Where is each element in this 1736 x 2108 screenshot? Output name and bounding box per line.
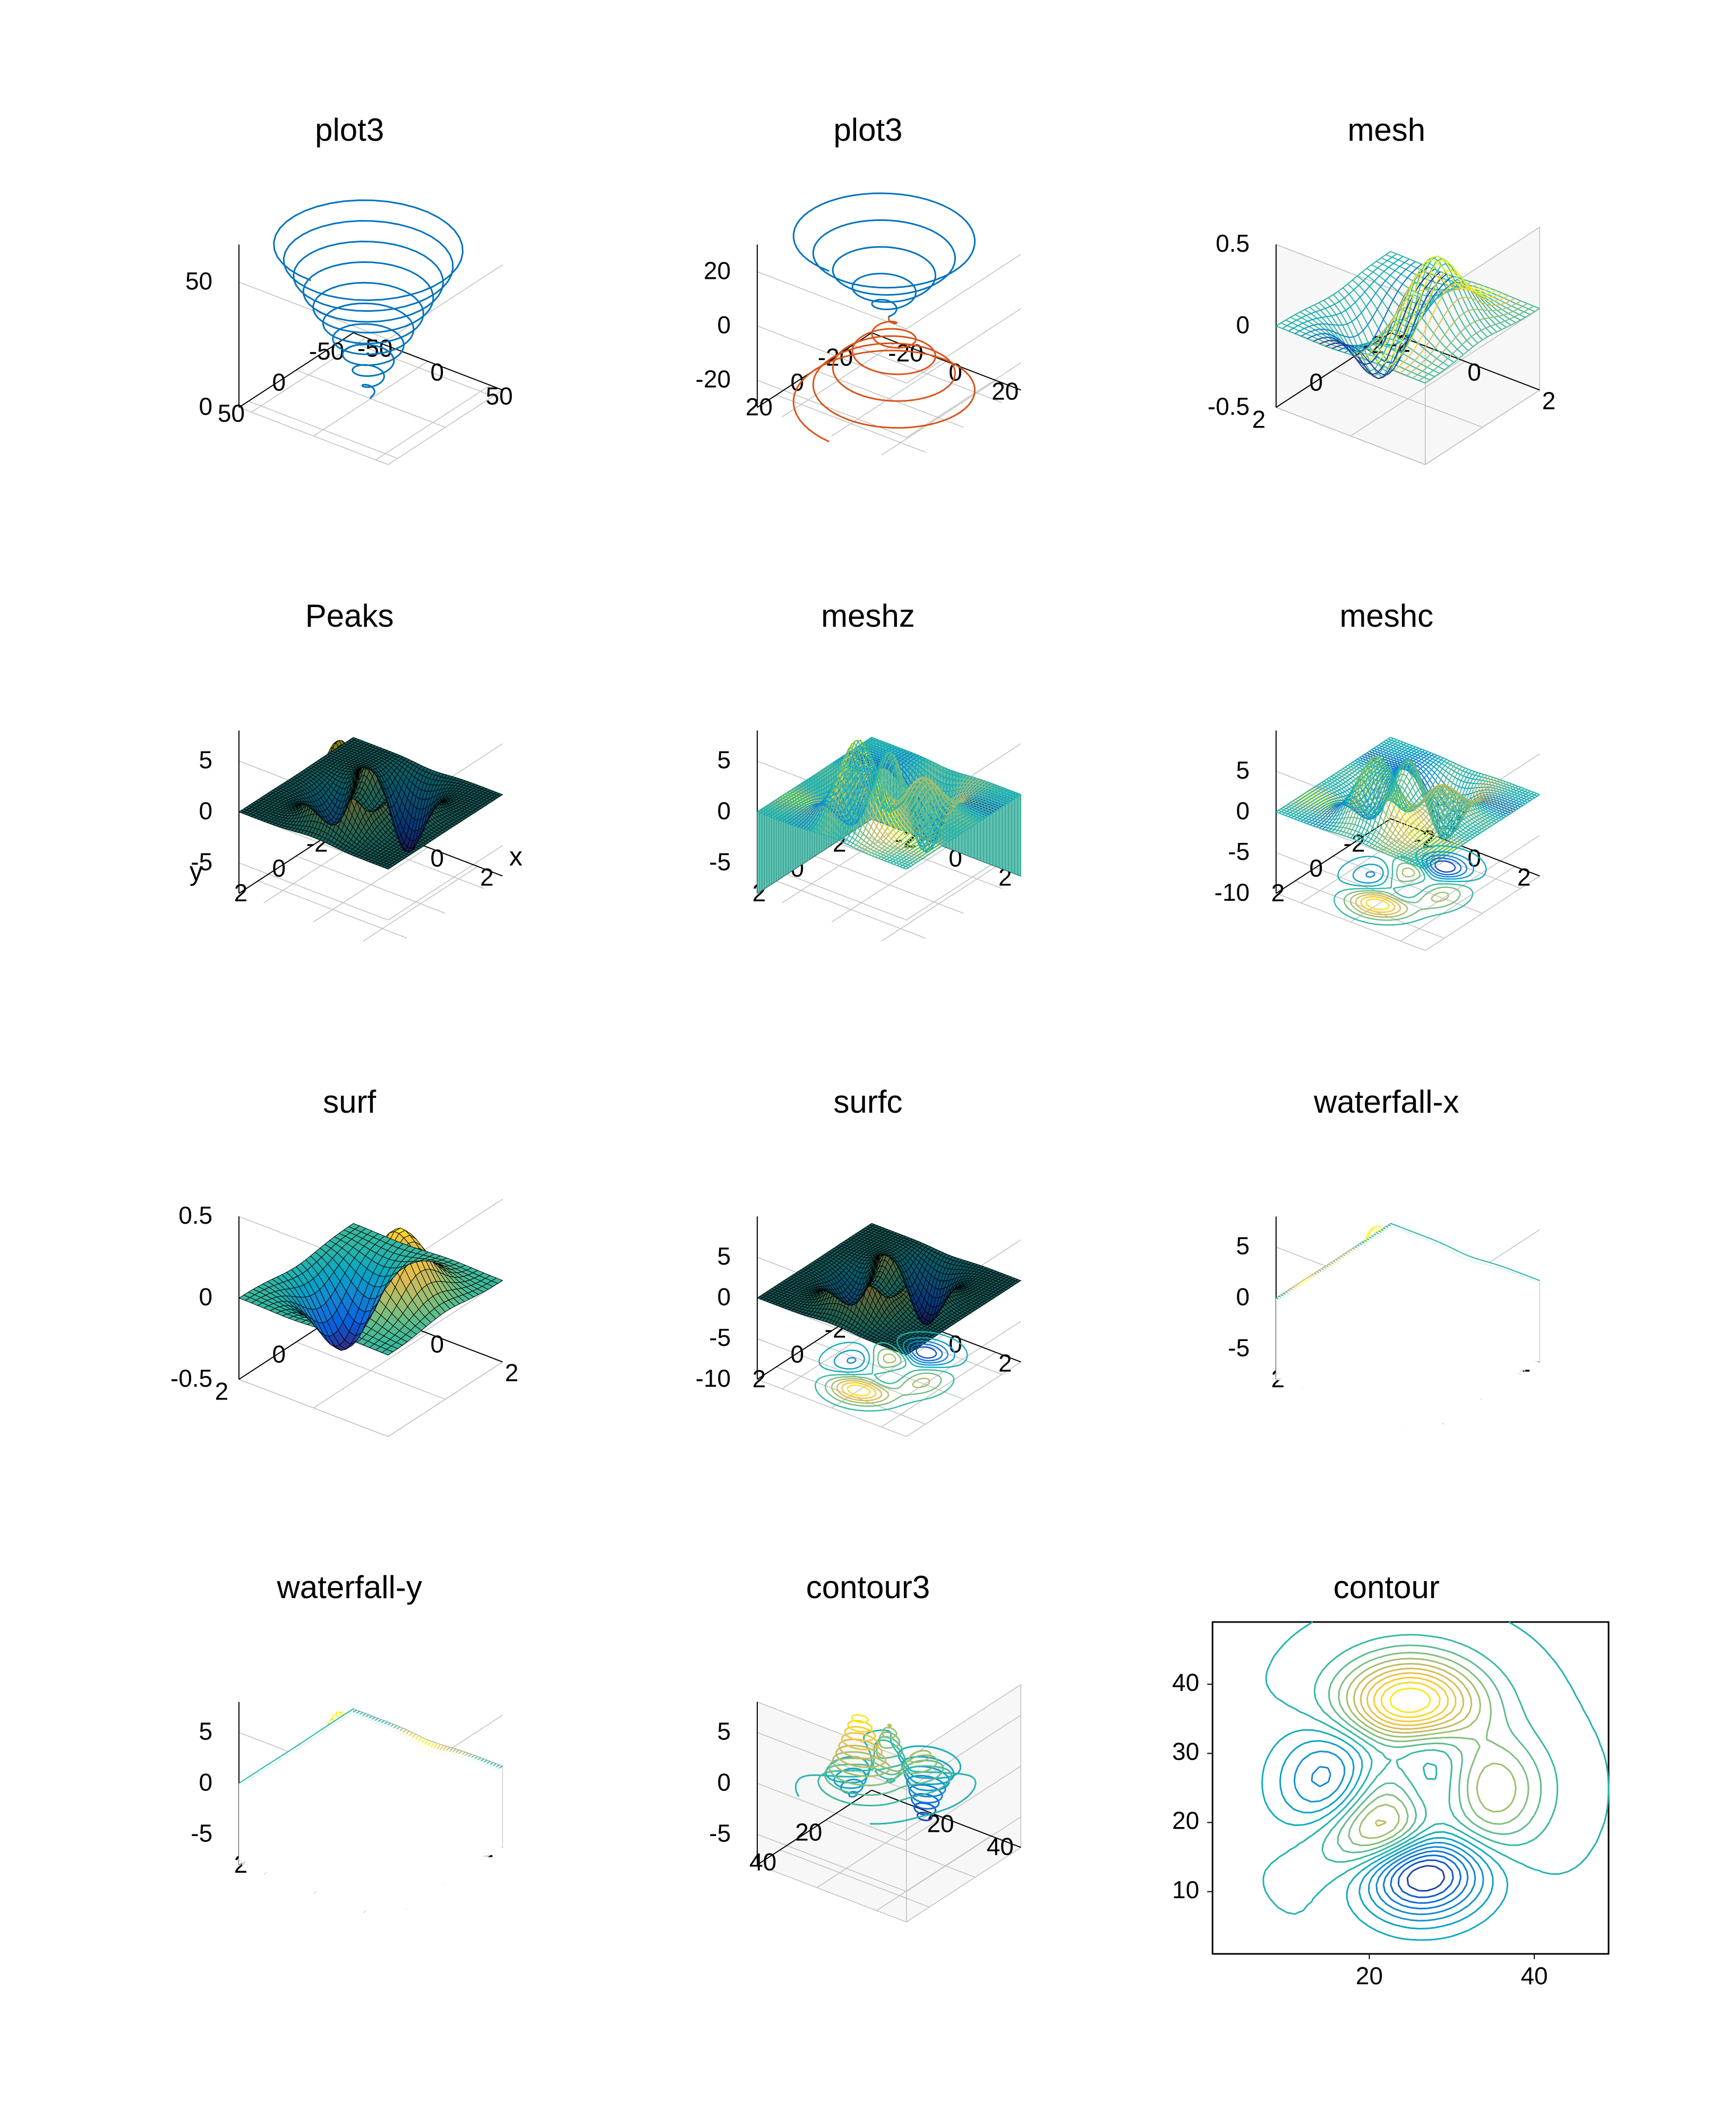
subplot-canvas: 20402040-505	[625, 1606, 1111, 2002]
subplot-title: waterfall-x	[1143, 1083, 1630, 1120]
svg-text:5: 5	[1236, 756, 1250, 784]
svg-text:5: 5	[717, 1242, 731, 1269]
svg-text:2: 2	[1252, 406, 1265, 433]
svg-text:20: 20	[992, 377, 1019, 405]
svg-text:-0.5: -0.5	[1208, 392, 1250, 420]
svg-text:2: 2	[1517, 863, 1531, 891]
subplot-surfc: surfc-202-202-10-505	[625, 1089, 1111, 1516]
subplot-contour2d: contour204010203040	[1143, 1574, 1630, 2002]
subplot-mesh_simple: mesh-202-202-0.500.5	[1143, 117, 1630, 544]
subplot-title: mesh	[1143, 112, 1630, 148]
svg-text:0: 0	[272, 368, 286, 396]
subplot-plot3_double: plot3-20020-20020-20020	[625, 117, 1111, 544]
subplot-title: surf	[106, 1083, 593, 1120]
subplot-waterfall_y: waterfall-y-202-202-505	[106, 1574, 593, 2002]
svg-text:-5: -5	[709, 848, 731, 875]
subplot-canvas: -202-202-505	[625, 635, 1111, 1030]
svg-text:0: 0	[199, 797, 213, 824]
svg-text:0: 0	[199, 1283, 213, 1310]
svg-text:0: 0	[430, 358, 444, 386]
svg-text:2: 2	[505, 1359, 519, 1386]
svg-text:-50: -50	[309, 337, 344, 365]
svg-text:0: 0	[199, 392, 213, 420]
svg-text:0: 0	[717, 311, 731, 339]
svg-text:-50: -50	[357, 334, 392, 362]
svg-text:-20: -20	[696, 365, 731, 393]
svg-text:0: 0	[1309, 368, 1323, 396]
svg-text:0: 0	[1236, 311, 1250, 339]
svg-text:-0.5: -0.5	[170, 1364, 212, 1392]
svg-text:0: 0	[717, 1283, 731, 1310]
subplot-title: Peaks	[106, 598, 593, 634]
subplot-title: contour3	[625, 1569, 1111, 1606]
subplot-canvas: -202-202-10-505	[1143, 635, 1630, 1030]
subplot-canvas: -20020-20020-20020	[625, 149, 1111, 544]
svg-text:2: 2	[215, 1377, 229, 1405]
subplot-grid: plot3-50050-50050050plot3-20020-20020-20…	[106, 117, 1630, 2002]
subplot-meshz: meshz-202-202-505	[625, 603, 1111, 1030]
svg-text:0: 0	[272, 1340, 286, 1368]
svg-text:50: 50	[486, 382, 513, 409]
svg-text:0.5: 0.5	[178, 1201, 212, 1229]
subplot-canvas: -202-202-0.500.5	[1143, 149, 1630, 544]
svg-text:0: 0	[1309, 854, 1323, 882]
subplot-canvas: -202-202-0.500.5	[106, 1121, 593, 1516]
subplot-plot3_single: plot3-50050-50050050	[106, 117, 593, 544]
svg-text:2: 2	[234, 879, 248, 907]
figure-page: plot3-50050-50050050plot3-20020-20020-20…	[0, 0, 1736, 2108]
subplot-title: meshz	[625, 598, 1111, 634]
svg-text:2: 2	[752, 1365, 766, 1393]
svg-text:50: 50	[185, 267, 212, 295]
svg-text:20: 20	[746, 393, 773, 421]
svg-text:y: y	[190, 856, 203, 886]
subplot-canvas: -202-202-505	[1143, 1121, 1630, 1516]
svg-text:0: 0	[272, 854, 286, 882]
svg-text:0: 0	[1467, 358, 1481, 386]
subplot-title: contour	[1143, 1569, 1630, 1606]
svg-text:-10: -10	[1214, 878, 1249, 906]
svg-text:0: 0	[717, 797, 731, 824]
subplot-title: waterfall-y	[106, 1569, 593, 1606]
svg-text:2: 2	[998, 1349, 1012, 1377]
subplot-meshc: meshc-202-202-10-505	[1143, 603, 1630, 1030]
svg-text:50: 50	[218, 399, 245, 427]
subplot-waterfall_x: waterfall-x-202-202-505	[1143, 1089, 1630, 1516]
svg-text:5: 5	[199, 746, 213, 773]
svg-text:0: 0	[430, 1330, 444, 1358]
svg-text:-5: -5	[709, 1324, 731, 1351]
svg-text:20: 20	[704, 257, 731, 284]
subplot-surf_simple: surf-202-202-0.500.5	[106, 1089, 593, 1516]
subplot-title: surfc	[625, 1083, 1111, 1120]
svg-text:-10: -10	[696, 1364, 731, 1392]
subplot-canvas: -202-202-505	[106, 1606, 593, 2002]
svg-text:0: 0	[1236, 797, 1250, 824]
svg-text:x: x	[509, 841, 523, 871]
svg-text:0: 0	[791, 1340, 805, 1368]
svg-text:5: 5	[717, 746, 731, 773]
subplot-title: meshc	[1143, 598, 1630, 634]
subplot-canvas: -202-202-505xy	[106, 635, 593, 1030]
svg-text:2: 2	[480, 863, 494, 891]
subplot-title: plot3	[625, 112, 1111, 148]
subplot-title: plot3	[106, 112, 593, 148]
subplot-canvas: -202-202-10-505	[625, 1121, 1111, 1516]
subplot-contour3: contour320402040-505	[625, 1574, 1111, 2002]
svg-text:2: 2	[1271, 879, 1285, 907]
svg-text:0.5: 0.5	[1216, 229, 1250, 257]
subplot-canvas: -50050-50050050	[106, 149, 593, 544]
subplot-peaks_surf_dark: Peaks-202-202-505xy	[106, 603, 593, 1030]
svg-text:2: 2	[1542, 387, 1555, 414]
svg-text:-5: -5	[1228, 838, 1250, 865]
svg-text:0: 0	[430, 844, 444, 872]
subplot-canvas: 204010203040	[1143, 1606, 1630, 2002]
